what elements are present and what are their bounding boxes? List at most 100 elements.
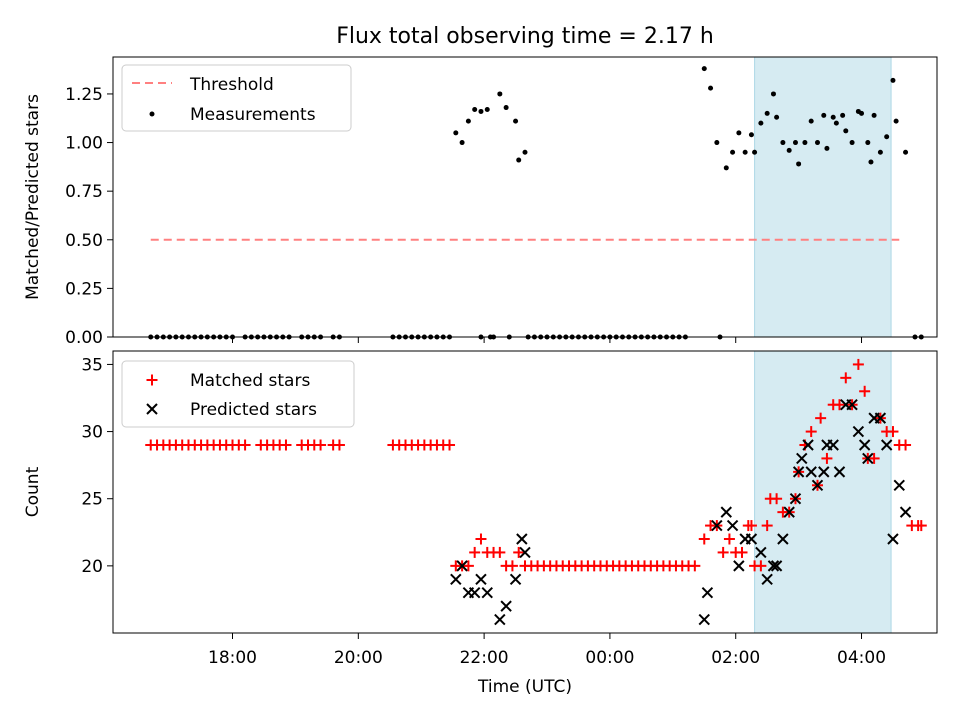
predicted-star-point (698, 613, 710, 626)
measurement-point (792, 140, 798, 146)
predicted-star-point (880, 439, 893, 451)
predicted-star-point (833, 466, 846, 478)
matched-star-point (462, 560, 474, 572)
x-tick-label: 04:00 (837, 648, 886, 668)
measurement-point (859, 110, 865, 116)
measurement-point (497, 91, 503, 97)
y-tick-label: 35 (81, 355, 103, 375)
predicted-star-point (720, 506, 732, 518)
predicted-star-point (846, 399, 858, 411)
measurement-point (714, 140, 720, 146)
matched-star-point (280, 439, 292, 451)
x-tick-label: 00:00 (585, 648, 634, 668)
measurement-point (758, 120, 764, 126)
y-tick-label: 0.50 (65, 231, 103, 251)
axes-frame (112, 56, 938, 338)
matched-star-point (887, 426, 899, 438)
measurement-point (774, 114, 780, 120)
matched-star-point (723, 533, 735, 545)
legend-threshold-label: Threshold (189, 75, 274, 95)
x-tick-label: 18:00 (208, 648, 257, 668)
matched-star-point (868, 452, 880, 464)
measurement-point (808, 118, 814, 124)
predicted-star-point (811, 479, 824, 491)
measurement-point (742, 149, 748, 155)
predicted-star-point (494, 613, 506, 626)
measurement-point (484, 107, 490, 112)
legend-predicted-swatch (146, 403, 158, 415)
y-tick-label: 0.25 (65, 279, 103, 299)
matched-star-point (834, 399, 846, 411)
matched-star-point (859, 385, 871, 397)
y-tick-label: 1.25 (65, 85, 103, 105)
measurement-point (764, 110, 770, 116)
measurement-point (893, 118, 899, 124)
predicted-star-point (500, 600, 512, 612)
predicted-star-point (792, 466, 805, 478)
predicted-star-point (450, 573, 462, 585)
matched-star-point (771, 493, 783, 505)
y-tick-label: 0.00 (65, 328, 103, 348)
measurement-point (868, 159, 874, 165)
matched-star-point (475, 533, 487, 545)
predicted-star-point (475, 573, 487, 585)
measurement-point (453, 130, 459, 136)
predicted-star-point (899, 506, 912, 518)
predicted-star-point (516, 533, 528, 545)
top-axes-ratio: 0.00 0.25 0.50 0.75 1.00 1.25 Matched/Predicte… (23, 56, 938, 348)
x-axis-label: Time (UTC) (477, 677, 572, 697)
measurement-point (522, 149, 528, 155)
matched-star-point (333, 439, 345, 451)
predicted-star-point (858, 439, 871, 451)
matched-star-point (689, 560, 701, 572)
measurement-point (884, 134, 890, 140)
legend-matched-swatch (146, 374, 158, 386)
measurement-point (824, 145, 830, 151)
matched-star-point (239, 439, 251, 451)
x-tick-label: 20:00 (334, 648, 383, 668)
predicted-star-point (456, 560, 468, 572)
predicted-star-point (481, 587, 493, 599)
matched-star-point (736, 546, 748, 558)
matched-star-point (745, 520, 757, 532)
matched-star-point (717, 546, 729, 558)
matched-star-point (840, 372, 852, 384)
predicted-star-point (519, 546, 531, 559)
measurement-point (730, 149, 736, 155)
axes-frame (112, 350, 938, 634)
matched-star-point (698, 533, 710, 545)
predicted-star-point (745, 533, 758, 545)
figure-title: Flux total observing time = 2.17 h (336, 24, 714, 49)
bottom-axes-count: 20 25 30 35 18:00 20:00 22:00 00:00 02:00 04:00 Co… (23, 350, 938, 697)
x-tick-label: 02:00 (711, 648, 760, 668)
measurement-point (770, 91, 776, 97)
measurement-point (849, 140, 855, 146)
predicted-star-point (468, 587, 481, 599)
matched-star-point (755, 560, 767, 572)
measurement-point (503, 105, 509, 111)
legend-box (121, 360, 355, 428)
measurement-point (830, 114, 836, 120)
measurement-point (472, 107, 478, 112)
predicted-star-point (783, 506, 795, 518)
measurement-point (843, 128, 849, 134)
predicted-star-point (887, 533, 899, 545)
predicted-star-point (777, 533, 789, 545)
matched-star-point (900, 439, 912, 451)
matched-star-point (761, 520, 773, 532)
measurement-point (865, 140, 871, 146)
measurement-point (786, 147, 792, 153)
legend-matched-label: Matched stars (190, 371, 310, 391)
predicted-star-point (701, 587, 714, 599)
measurement-point (833, 120, 839, 126)
predicted-star-point (733, 560, 745, 572)
matched-star-point (513, 546, 525, 558)
measurement-point (903, 149, 909, 155)
predicted-star-point (509, 573, 522, 585)
observing-window (754, 56, 892, 338)
measurement-point (802, 140, 808, 146)
predicted-star-point (862, 452, 874, 465)
measurement-point (723, 165, 729, 171)
matched-star-point (506, 560, 518, 572)
measurement-point (465, 118, 471, 124)
